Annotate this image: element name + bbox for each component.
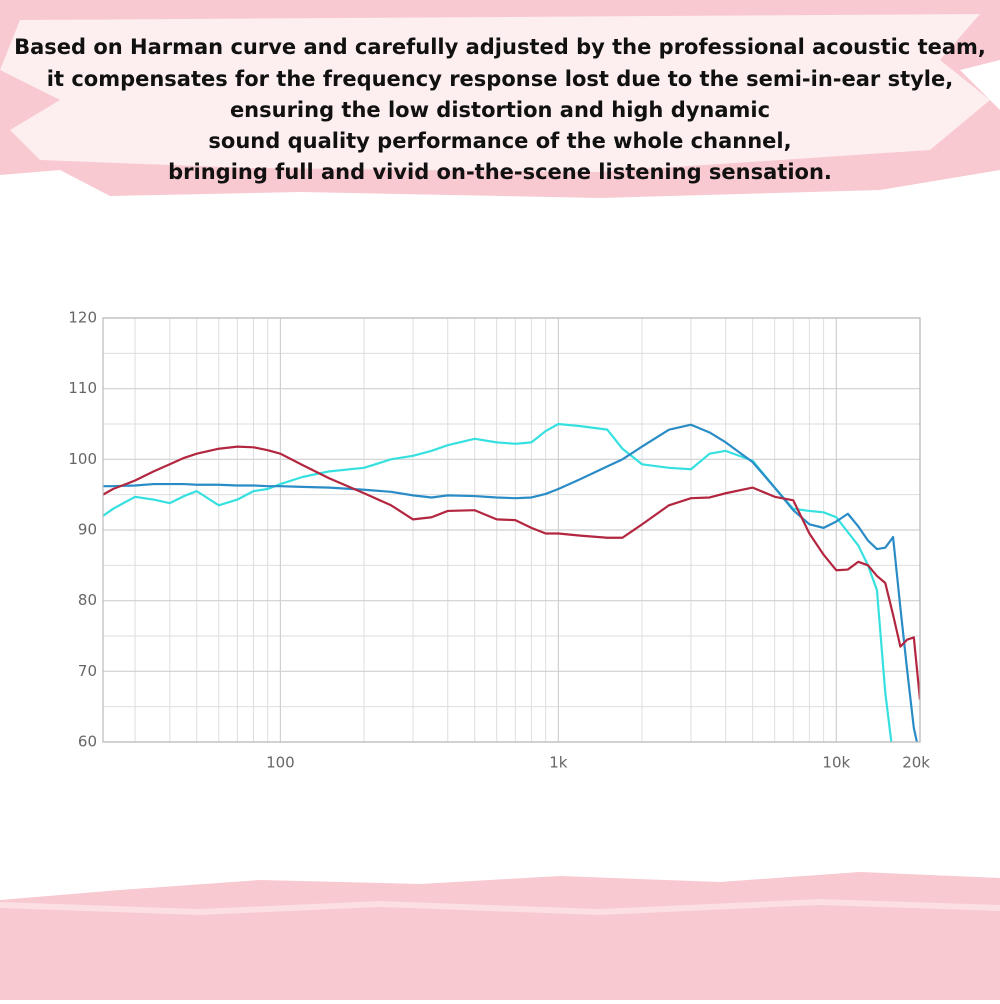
y-tick-label: 100: [68, 450, 97, 468]
grid: [103, 317, 921, 743]
x-tick-label: 20k: [902, 754, 930, 772]
banner-line: sound quality performance of the whole c…: [208, 129, 791, 153]
y-tick-label: 90: [78, 521, 97, 539]
response-curve: [103, 422, 893, 742]
y-tick-label: 110: [68, 379, 97, 397]
brush-top: [0, 0, 1000, 198]
banner: Based on Harman curve and carefully adju…: [14, 35, 986, 184]
y-tick-label: 70: [78, 662, 97, 680]
banner-line: Based on Harman curve and carefully adju…: [14, 35, 986, 59]
y-tick-label: 60: [78, 733, 97, 751]
curves: [103, 422, 920, 742]
y-tick-label: 120: [68, 309, 97, 327]
response-curve: [103, 423, 919, 742]
banner-line: ensuring the low distortion and high dyn…: [230, 98, 770, 122]
x-tick-label: 1k: [549, 754, 568, 772]
x-tick-label: 100: [266, 754, 295, 772]
x-tick-label: 10k: [822, 754, 850, 772]
plot-frame: [102, 317, 921, 743]
y-tick-label: 80: [78, 591, 97, 609]
response-curve: [103, 445, 920, 700]
banner-line: bringing full and vivid on-the-scene lis…: [168, 160, 832, 184]
banner-line: it compensates for the frequency respons…: [47, 67, 953, 91]
brush-bottom: [0, 872, 1000, 1000]
tick-labels: 100 1k 10k 20k 60 70 80 90 100 110 120: [68, 309, 930, 772]
